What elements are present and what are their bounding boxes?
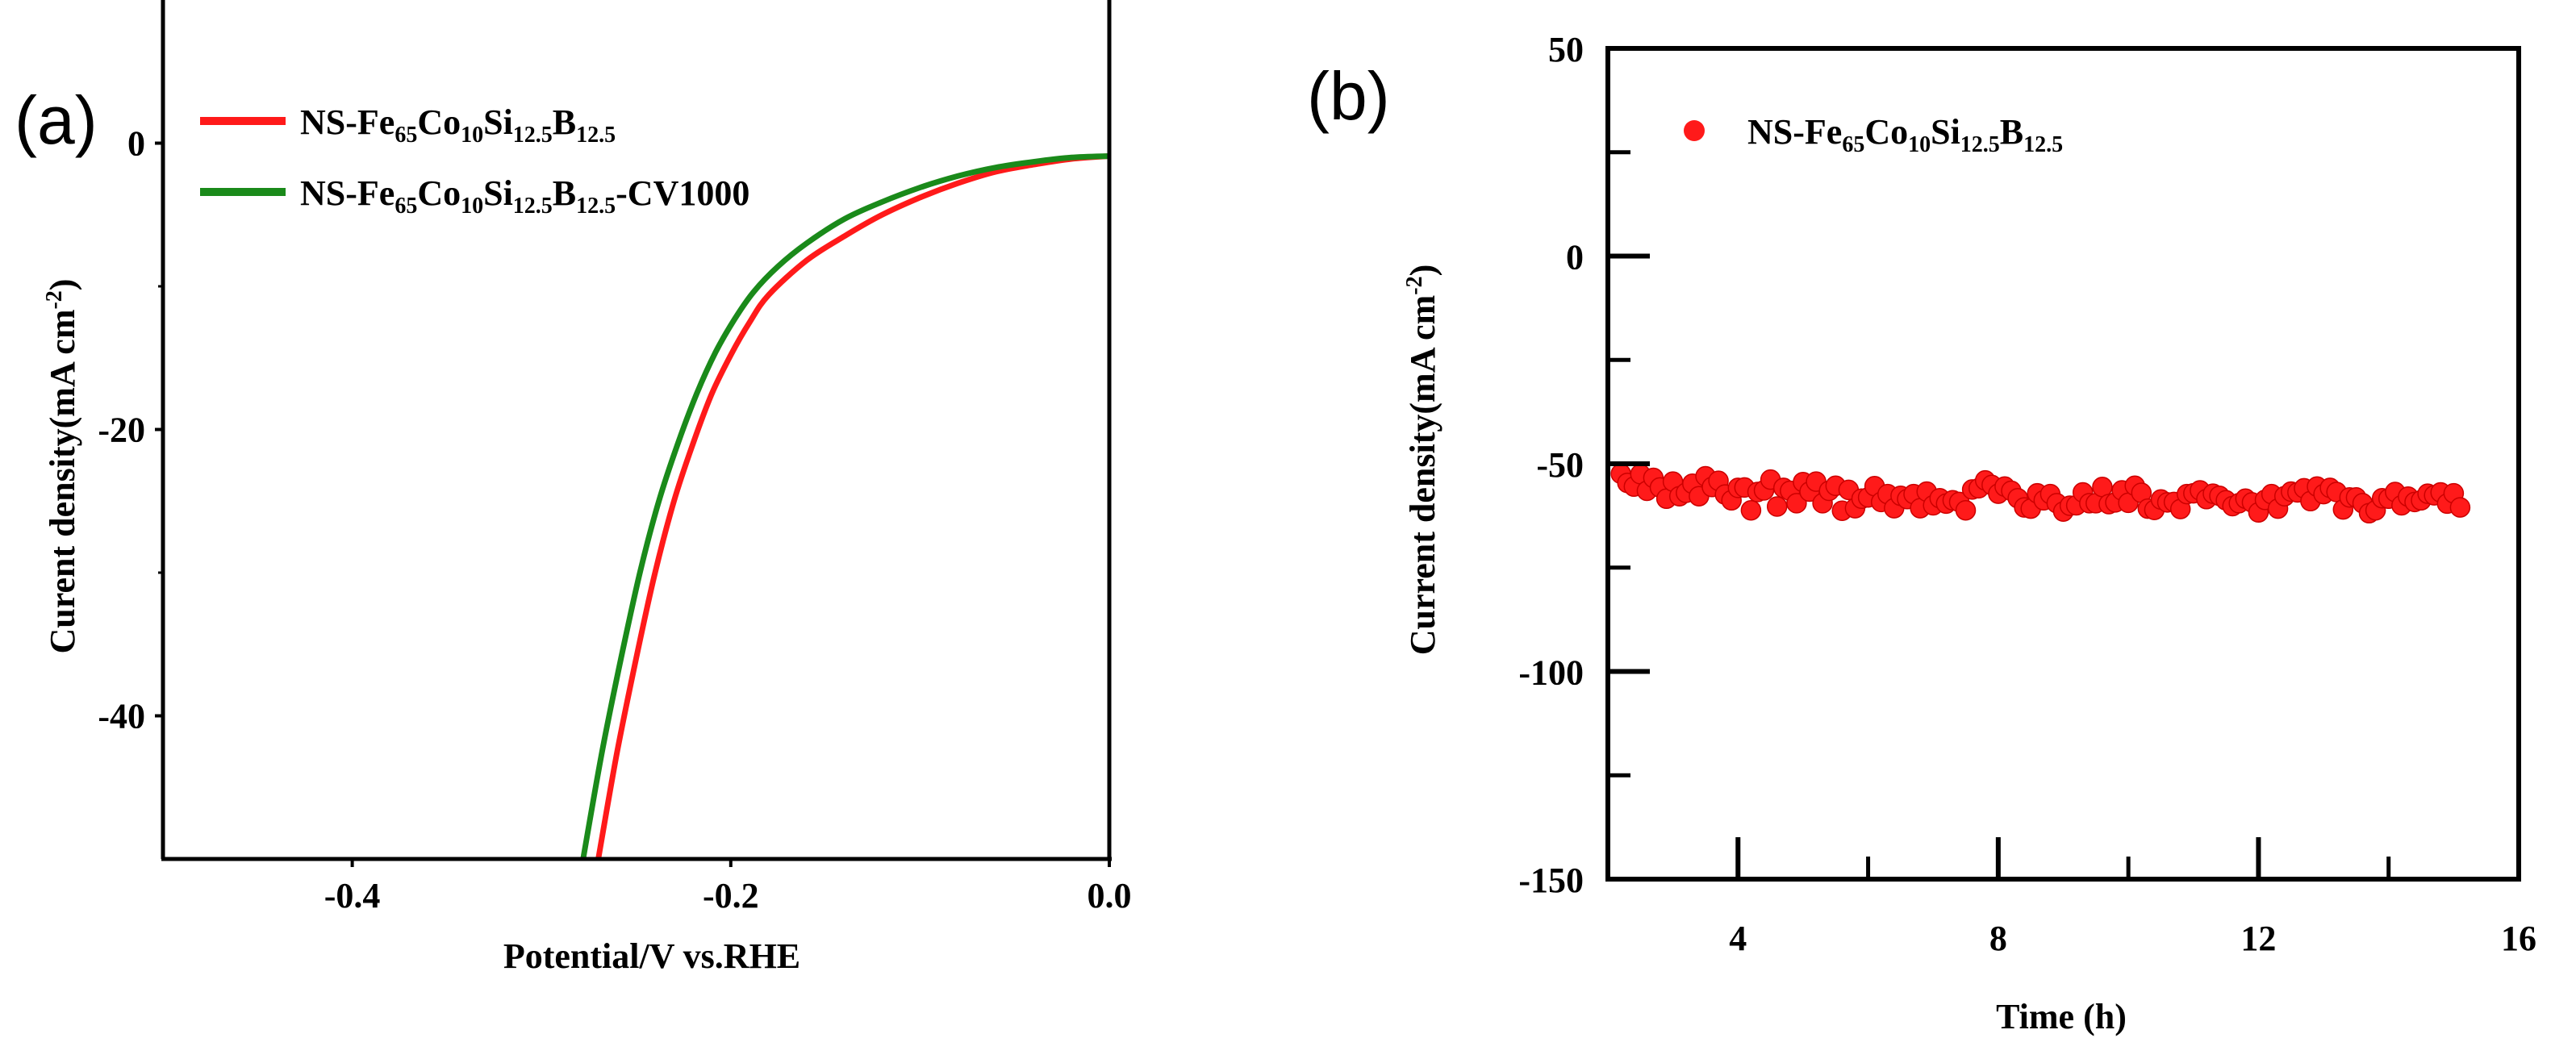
panel-b-legend: NS-Fe65Co10Si12.5B12.5 [1684,112,2063,157]
panel-a-ylabel: Curent density(mA cm-2) [42,279,82,654]
legend-b-label: NS-Fe65Co10Si12.5B12.5 [1747,112,2063,157]
panel-a-label: (a) [15,82,98,158]
panel-a-x-tick-label: 0.0 [1088,876,1132,915]
panel-a: (a) -0.4 -0.2 0.0 0 -20 -40 Potential/V vs.RH… [15,0,1132,976]
panel-b-y-tick-label: 50 [1548,30,1584,69]
panel-b-point [2449,497,2471,518]
panel-b-x-tick-label: 8 [1989,919,2007,958]
panel-b-points [1610,463,2471,524]
panel-a-legend: NS-Fe65Co10Si12.5B12.5 NS-Fe65Co10Si12.5… [200,102,749,219]
legend-a-label-2: NS-Fe65Co10Si12.5B12.5-CV1000 [300,173,749,219]
panel-a-y-tick-label: -20 [98,411,145,450]
panel-b-frame [1605,46,2521,882]
panel-b-ticks: 4 8 12 16 50 0 -50 -100 -150 [1518,30,2536,958]
panel-b-y-tick-label: 0 [1566,238,1584,277]
panel-b-y-tick-label: -150 [1518,861,1584,900]
panel-b-point [1786,493,1807,514]
panel-a-curves [580,153,1110,860]
panel-a-x-tick-label: -0.2 [703,876,759,915]
panel-a-ylabel-exp: -2 [42,290,67,309]
panel-a-y-tick-label: 0 [127,124,145,164]
panel-b-x-tick-label: 12 [2240,919,2276,958]
panel-b: (b) 4 8 12 16 50 0 -50 -100 -150 Time (h) Curren… [1307,30,2536,1036]
panel-b-ylabel-close: ) [1403,265,1442,277]
panel-a-series-1 [595,153,1110,860]
panel-a-ylabel-close: ) [43,279,82,291]
panel-b-point [1955,499,1977,521]
panel-b-point [2092,477,2113,498]
panel-b-axes [1605,46,2521,882]
legend-b-marker [1684,120,1705,141]
panel-a-xlabel: Potential/V vs.RHE [503,936,800,976]
panel-a-ticks: -0.4 -0.2 0.0 0 -20 -40 [98,124,1131,916]
panel-b-ylabel-units: (mA cm [1403,295,1442,415]
panel-a-series-2 [580,153,1110,860]
panel-b-ylabel: Current density(mA cm-2) [1402,265,1442,655]
panel-b-y-tick-label: -100 [1518,653,1584,693]
panel-b-x-tick-label: 16 [2501,919,2536,958]
panel-b-x-tick-label: 4 [1729,919,1747,958]
panel-a-ylabel-main: Curent density [43,428,82,653]
panel-a-y-tick-label: -40 [98,697,145,736]
panel-b-label: (b) [1307,58,1390,134]
panel-b-xlabel: Time (h) [1996,997,2127,1036]
panel-b-ylabel-main: Current density [1403,415,1442,656]
panel-a-ylabel-units: (mA cm [43,310,82,429]
panel-a-x-tick-label: -0.4 [324,876,381,915]
panel-b-point [1740,499,1762,521]
panel-b-y-tick-label: -50 [1536,445,1584,485]
panel-b-point [1766,496,1788,517]
legend-a-label-1: NS-Fe65Co10Si12.5B12.5 [300,102,616,148]
panel-b-ylabel-exp: -2 [1402,276,1427,294]
